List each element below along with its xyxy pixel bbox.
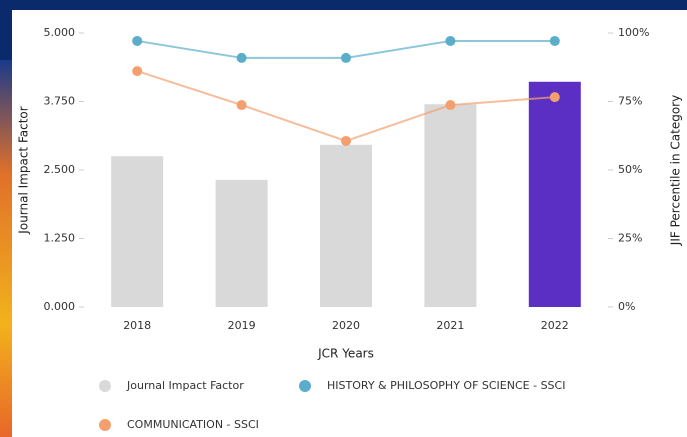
- bar: [424, 104, 477, 308]
- x-tick-label: 2021: [436, 319, 464, 332]
- y2-tick-label: 75%: [618, 95, 642, 108]
- x-tick-label: 2018: [123, 319, 151, 332]
- y2-tick-label: 100%: [618, 26, 649, 39]
- bar: [528, 81, 581, 307]
- line-point: [236, 100, 247, 111]
- legend-marker: [99, 380, 111, 392]
- legend-marker: [299, 380, 311, 392]
- line-point: [132, 35, 143, 46]
- line-point: [549, 92, 560, 103]
- line-point: [341, 52, 351, 63]
- y-tick-label: 2.500: [44, 163, 76, 176]
- legend-label: Journal Impact Factor: [126, 379, 244, 392]
- bar: [320, 144, 372, 307]
- y-tick-label: 1.250: [44, 232, 76, 245]
- line-point: [341, 135, 351, 146]
- x-tick-label: 2019: [228, 319, 256, 332]
- legend-label: COMMUNICATION - SSCI: [127, 418, 259, 431]
- line-point: [132, 66, 143, 77]
- y-axis-title: Journal Impact Factor: [17, 106, 31, 234]
- x-tick-label: 2020: [332, 319, 360, 332]
- line-point: [445, 100, 456, 111]
- legend-marker: [99, 419, 111, 431]
- x-axis-title: JCR Years: [317, 347, 374, 361]
- y2-tick-label: 25%: [618, 232, 642, 245]
- edge-decoration: [0, 60, 14, 437]
- bar: [111, 156, 164, 307]
- y2-axis-title: JIF Percentile in Category: [669, 95, 683, 246]
- legend-label: HISTORY & PHILOSOPHY OF SCIENCE - SSCI: [327, 379, 565, 392]
- bar: [215, 179, 268, 307]
- y-tick-label: 0.000: [44, 300, 76, 313]
- y2-tick-label: 0%: [618, 300, 635, 313]
- line-point: [445, 35, 456, 46]
- line-point: [549, 35, 560, 46]
- line-point: [236, 52, 247, 63]
- y-tick-label: 5.000: [44, 26, 76, 39]
- y2-tick-label: 50%: [618, 163, 642, 176]
- x-tick-label: 2022: [541, 319, 569, 332]
- y-tick-label: 3.750: [44, 95, 76, 108]
